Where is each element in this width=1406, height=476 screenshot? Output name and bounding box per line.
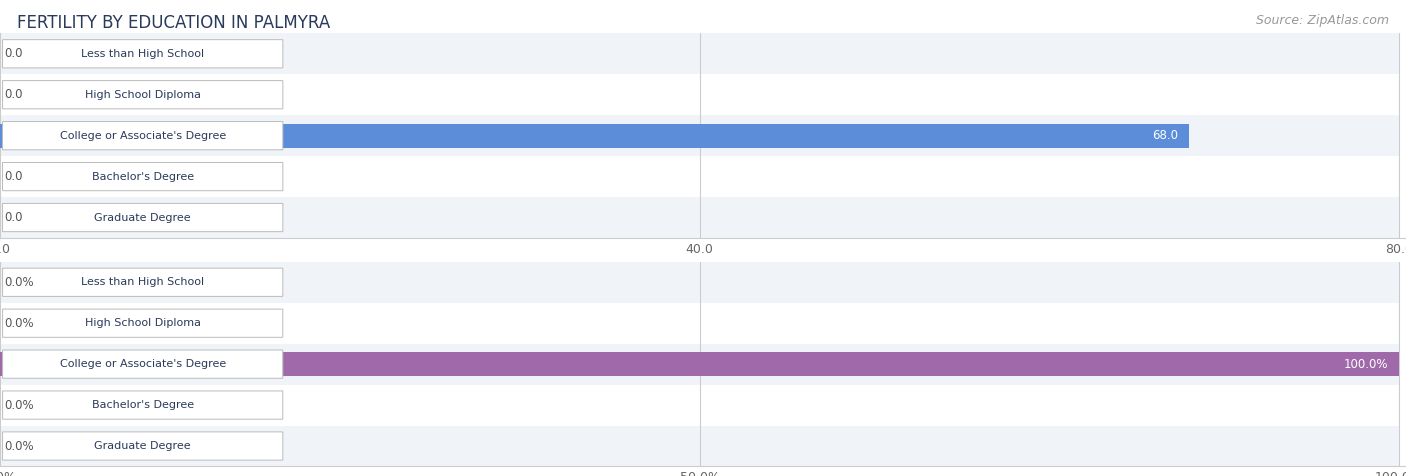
FancyBboxPatch shape xyxy=(3,203,283,232)
FancyBboxPatch shape xyxy=(3,432,283,460)
Text: 0.0%: 0.0% xyxy=(4,317,34,330)
FancyBboxPatch shape xyxy=(3,350,283,378)
Bar xyxy=(0,115,1399,156)
Text: 0.0: 0.0 xyxy=(4,47,22,60)
Bar xyxy=(0,262,1399,303)
Text: 0.0: 0.0 xyxy=(4,211,22,224)
FancyBboxPatch shape xyxy=(3,40,283,68)
Text: 0.0%: 0.0% xyxy=(4,439,34,453)
Bar xyxy=(0,352,1399,376)
Text: 100.0%: 100.0% xyxy=(1343,357,1388,371)
FancyBboxPatch shape xyxy=(3,309,283,337)
Bar xyxy=(0,344,1399,385)
Text: Graduate Degree: Graduate Degree xyxy=(94,212,191,223)
Text: Graduate Degree: Graduate Degree xyxy=(94,441,191,451)
Text: 0.0%: 0.0% xyxy=(4,276,34,289)
Text: College or Associate's Degree: College or Associate's Degree xyxy=(59,359,226,369)
Text: High School Diploma: High School Diploma xyxy=(84,318,201,328)
Bar xyxy=(0,385,1399,426)
Bar xyxy=(0,303,1399,344)
Text: High School Diploma: High School Diploma xyxy=(84,89,201,100)
Text: 0.0: 0.0 xyxy=(4,88,22,101)
Bar xyxy=(0,33,1399,74)
Text: Source: ZipAtlas.com: Source: ZipAtlas.com xyxy=(1256,14,1389,27)
Text: 0.0: 0.0 xyxy=(4,170,22,183)
FancyBboxPatch shape xyxy=(3,162,283,191)
Text: College or Associate's Degree: College or Associate's Degree xyxy=(59,130,226,141)
Text: 68.0: 68.0 xyxy=(1152,129,1178,142)
Text: Bachelor's Degree: Bachelor's Degree xyxy=(91,171,194,182)
Bar xyxy=(0,74,1399,115)
FancyBboxPatch shape xyxy=(3,391,283,419)
FancyBboxPatch shape xyxy=(3,268,283,297)
Bar xyxy=(0,197,1399,238)
FancyBboxPatch shape xyxy=(3,121,283,150)
Bar xyxy=(0,426,1399,466)
Text: Bachelor's Degree: Bachelor's Degree xyxy=(91,400,194,410)
Text: FERTILITY BY EDUCATION IN PALMYRA: FERTILITY BY EDUCATION IN PALMYRA xyxy=(17,14,330,32)
Bar xyxy=(0,156,1399,197)
Text: Less than High School: Less than High School xyxy=(82,277,204,288)
Text: 0.0%: 0.0% xyxy=(4,398,34,412)
Bar xyxy=(0,124,1189,148)
FancyBboxPatch shape xyxy=(3,80,283,109)
Text: Less than High School: Less than High School xyxy=(82,49,204,59)
